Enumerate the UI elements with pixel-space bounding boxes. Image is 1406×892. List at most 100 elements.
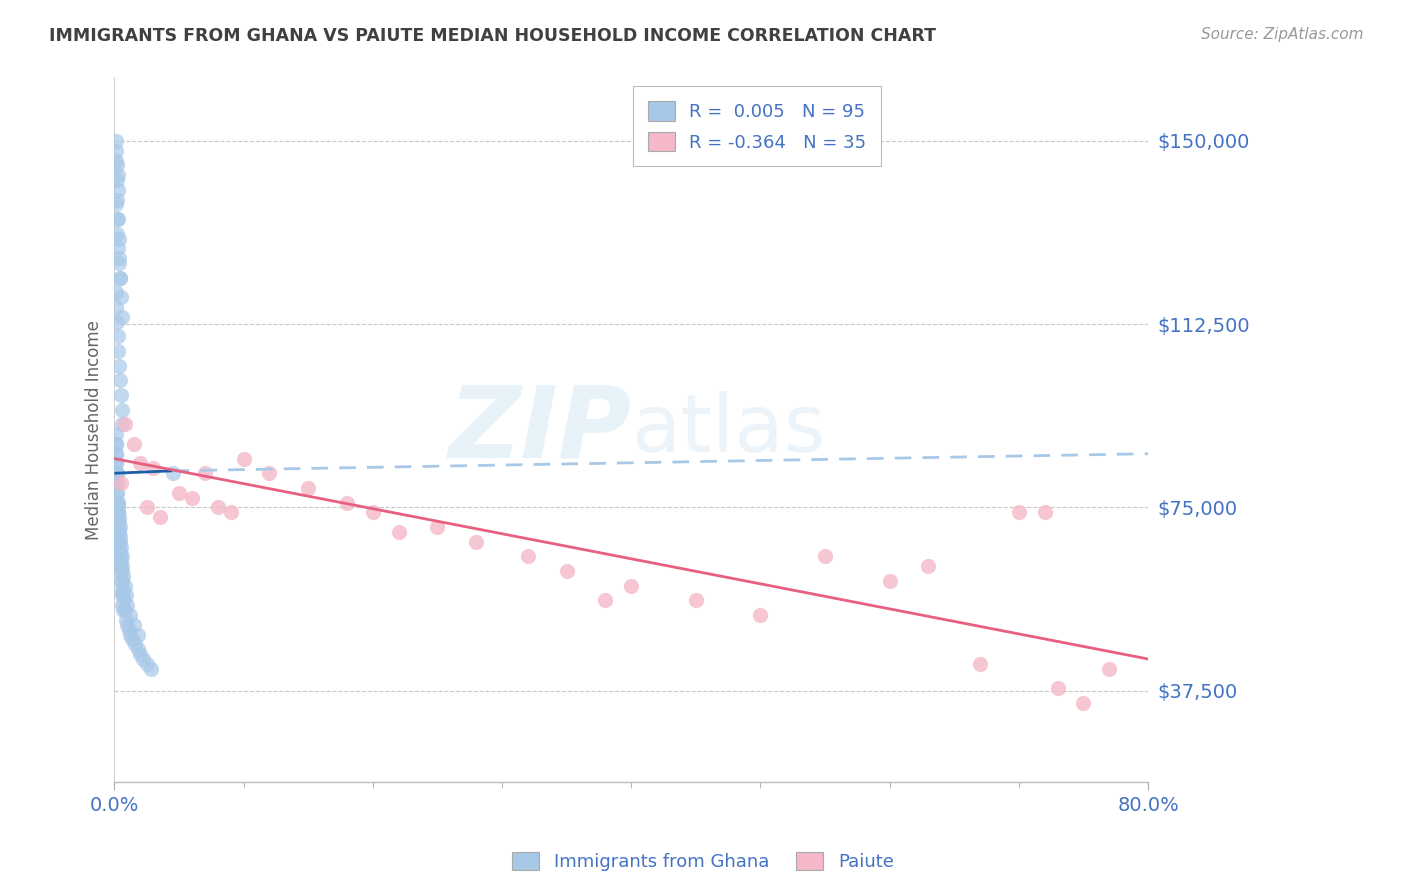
Point (107, 524, 129, 539)
Point (105, 144, 128, 158)
Point (107, 505, 129, 519)
Point (465, 534, 488, 549)
Point (110, 290, 132, 304)
Point (620, 579, 643, 593)
Point (516, 549, 538, 564)
Point (107, 329, 129, 343)
Point (105, 476, 128, 491)
Point (105, 485, 128, 500)
Point (104, 197, 127, 211)
Point (105, 447, 128, 461)
Legend: Immigrants from Ghana, Paiute: Immigrants from Ghana, Paiute (505, 845, 901, 879)
Point (361, 505, 384, 519)
Point (110, 554, 132, 568)
Point (105, 467, 128, 481)
Point (108, 510, 131, 524)
Point (122, 617, 145, 632)
Point (112, 593, 135, 607)
Point (111, 574, 134, 588)
Point (297, 481, 319, 495)
Point (1073, 696, 1095, 710)
Point (108, 256, 131, 270)
Point (107, 212, 129, 227)
Point (685, 593, 707, 607)
Point (107, 495, 129, 509)
Point (108, 534, 131, 549)
Point (107, 505, 129, 519)
Point (111, 603, 134, 617)
Point (112, 569, 135, 583)
Point (105, 457, 128, 471)
Point (107, 515, 129, 529)
Point (219, 505, 242, 519)
Point (121, 632, 143, 647)
Point (105, 153, 128, 168)
Point (207, 500, 229, 515)
Text: IMMIGRANTS FROM GHANA VS PAIUTE MEDIAN HOUSEHOLD INCOME CORRELATION CHART: IMMIGRANTS FROM GHANA VS PAIUTE MEDIAN H… (49, 27, 936, 45)
Point (104, 447, 127, 461)
Text: Source: ZipAtlas.com: Source: ZipAtlas.com (1201, 27, 1364, 42)
Point (114, 579, 136, 593)
Point (105, 193, 128, 207)
Point (105, 212, 128, 227)
Point (388, 524, 411, 539)
Point (107, 495, 129, 509)
Point (108, 534, 131, 549)
Point (117, 598, 139, 612)
Point (105, 315, 128, 329)
Point (110, 540, 132, 554)
Point (118, 627, 141, 641)
Point (814, 549, 837, 564)
Point (105, 173, 128, 187)
Point (127, 642, 149, 657)
Point (105, 485, 128, 500)
Point (108, 270, 131, 285)
Point (107, 168, 129, 182)
Point (879, 574, 901, 588)
Point (969, 657, 991, 671)
Point (142, 461, 165, 475)
Point (194, 467, 217, 481)
Point (104, 285, 127, 300)
Y-axis label: Median Household Income: Median Household Income (86, 320, 103, 540)
Point (114, 417, 136, 432)
Point (232, 451, 254, 466)
Point (112, 583, 135, 598)
Point (162, 467, 184, 481)
Point (110, 402, 132, 417)
Text: atlas: atlas (631, 391, 825, 469)
Point (110, 310, 132, 324)
Point (110, 476, 132, 491)
Point (1046, 681, 1069, 696)
Point (104, 437, 127, 451)
Point (259, 467, 281, 481)
Point (114, 603, 136, 617)
Point (167, 485, 190, 500)
Point (108, 520, 131, 534)
Point (105, 457, 128, 471)
Point (1033, 505, 1056, 519)
Point (181, 491, 204, 505)
Point (108, 252, 131, 266)
Point (108, 270, 131, 285)
Point (108, 549, 131, 564)
Point (122, 437, 145, 451)
Point (107, 344, 129, 359)
Point (108, 359, 131, 373)
Point (149, 510, 172, 524)
Point (104, 427, 127, 442)
Point (104, 437, 127, 451)
Point (105, 158, 128, 172)
Point (124, 637, 146, 651)
Point (110, 530, 132, 544)
Point (111, 564, 134, 578)
Point (426, 520, 449, 534)
Point (118, 607, 141, 622)
Point (139, 662, 162, 676)
Point (105, 476, 128, 491)
Point (135, 500, 157, 515)
Point (105, 467, 128, 481)
Point (107, 183, 129, 197)
Point (108, 544, 131, 558)
Point (917, 559, 939, 574)
